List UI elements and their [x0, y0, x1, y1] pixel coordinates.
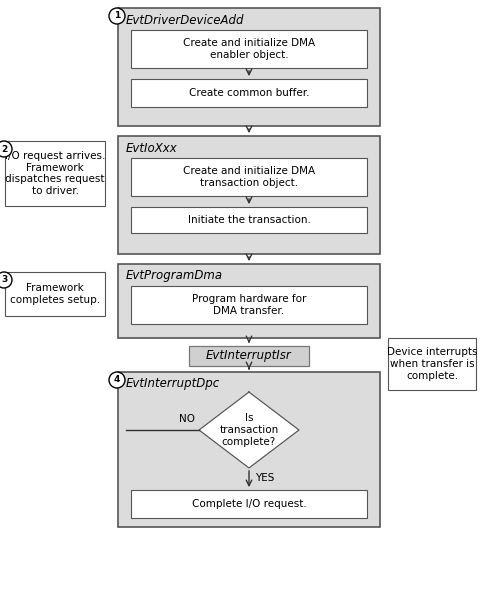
Bar [131, 490, 367, 518]
Text: EvtProgramDma: EvtProgramDma [126, 270, 223, 283]
Text: EvtInterruptDpc: EvtInterruptDpc [126, 377, 220, 391]
Text: Create and initialize DMA
enabler object.: Create and initialize DMA enabler object… [183, 38, 315, 60]
Bar [118, 8, 380, 126]
Text: Program hardware for
DMA transfer.: Program hardware for DMA transfer. [192, 294, 306, 316]
Bar [131, 207, 367, 233]
Text: Complete I/O request.: Complete I/O request. [192, 499, 307, 509]
Text: 4: 4 [114, 376, 120, 385]
Bar [388, 338, 476, 390]
Polygon shape [199, 392, 299, 468]
Text: EvtDriverDeviceAdd: EvtDriverDeviceAdd [126, 14, 244, 26]
Bar [189, 346, 309, 366]
Bar [118, 372, 380, 527]
Circle shape [0, 141, 12, 157]
Text: 1: 1 [114, 11, 120, 20]
Bar [131, 30, 367, 68]
Text: Initiate the transaction.: Initiate the transaction. [187, 215, 310, 225]
Text: Create common buffer.: Create common buffer. [189, 88, 309, 98]
Text: YES: YES [255, 473, 274, 483]
Bar [131, 79, 367, 107]
Text: NO: NO [179, 414, 195, 424]
Circle shape [109, 372, 125, 388]
Text: 3: 3 [1, 276, 7, 285]
Bar [131, 286, 367, 324]
Text: Device interrupts
when transfer is
complete.: Device interrupts when transfer is compl… [387, 347, 477, 380]
Text: EvtIoXxx: EvtIoXxx [126, 141, 178, 155]
Text: I/O request arrives.
Framework
dispatches request
to driver.: I/O request arrives. Framework dispatche… [5, 151, 105, 196]
Text: Framework
completes setup.: Framework completes setup. [10, 283, 100, 305]
Bar [5, 141, 105, 206]
Bar [5, 272, 105, 316]
Circle shape [109, 8, 125, 24]
Text: Is
transaction
complete?: Is transaction complete? [219, 413, 279, 447]
Bar [118, 264, 380, 338]
Text: EvtInterruptIsr: EvtInterruptIsr [206, 349, 292, 362]
Text: 2: 2 [1, 144, 7, 153]
Bar [118, 136, 380, 254]
Text: Create and initialize DMA
transaction object.: Create and initialize DMA transaction ob… [183, 166, 315, 188]
Circle shape [0, 272, 12, 288]
Bar [131, 158, 367, 196]
